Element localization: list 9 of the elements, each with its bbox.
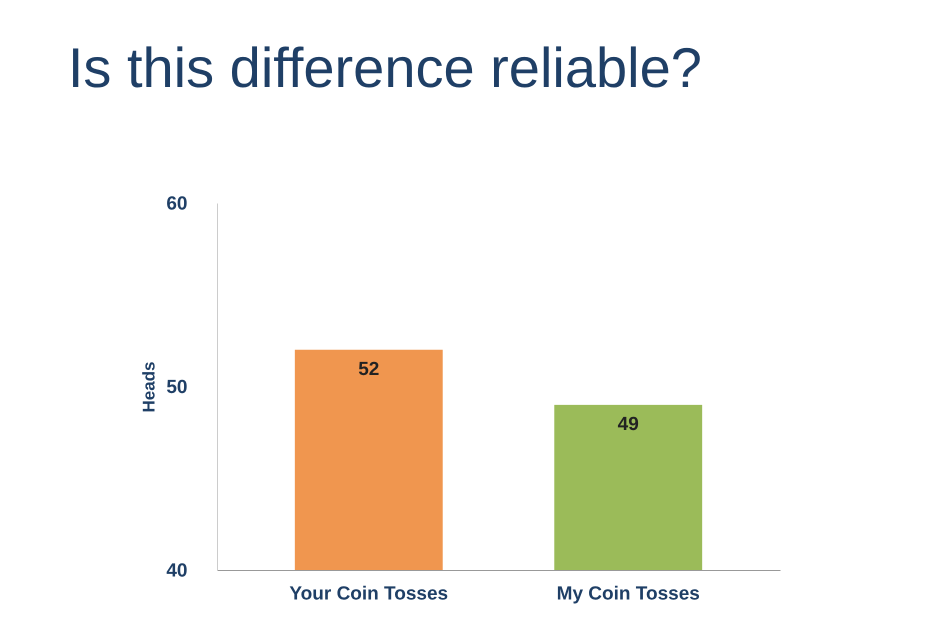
y-tick-label: 60 xyxy=(166,194,188,214)
chart-title: Is this difference reliable? xyxy=(68,36,702,99)
y-tick-label: 40 xyxy=(166,560,188,582)
x-tick-label: My Coin Tosses xyxy=(556,584,700,604)
data-label: 52 xyxy=(358,358,380,380)
data-label: 49 xyxy=(618,414,639,435)
y-tick-label: 50 xyxy=(166,377,188,398)
y-axis-title: Heads xyxy=(139,361,158,413)
x-tick-label: Your Coin Tosses xyxy=(289,584,448,604)
